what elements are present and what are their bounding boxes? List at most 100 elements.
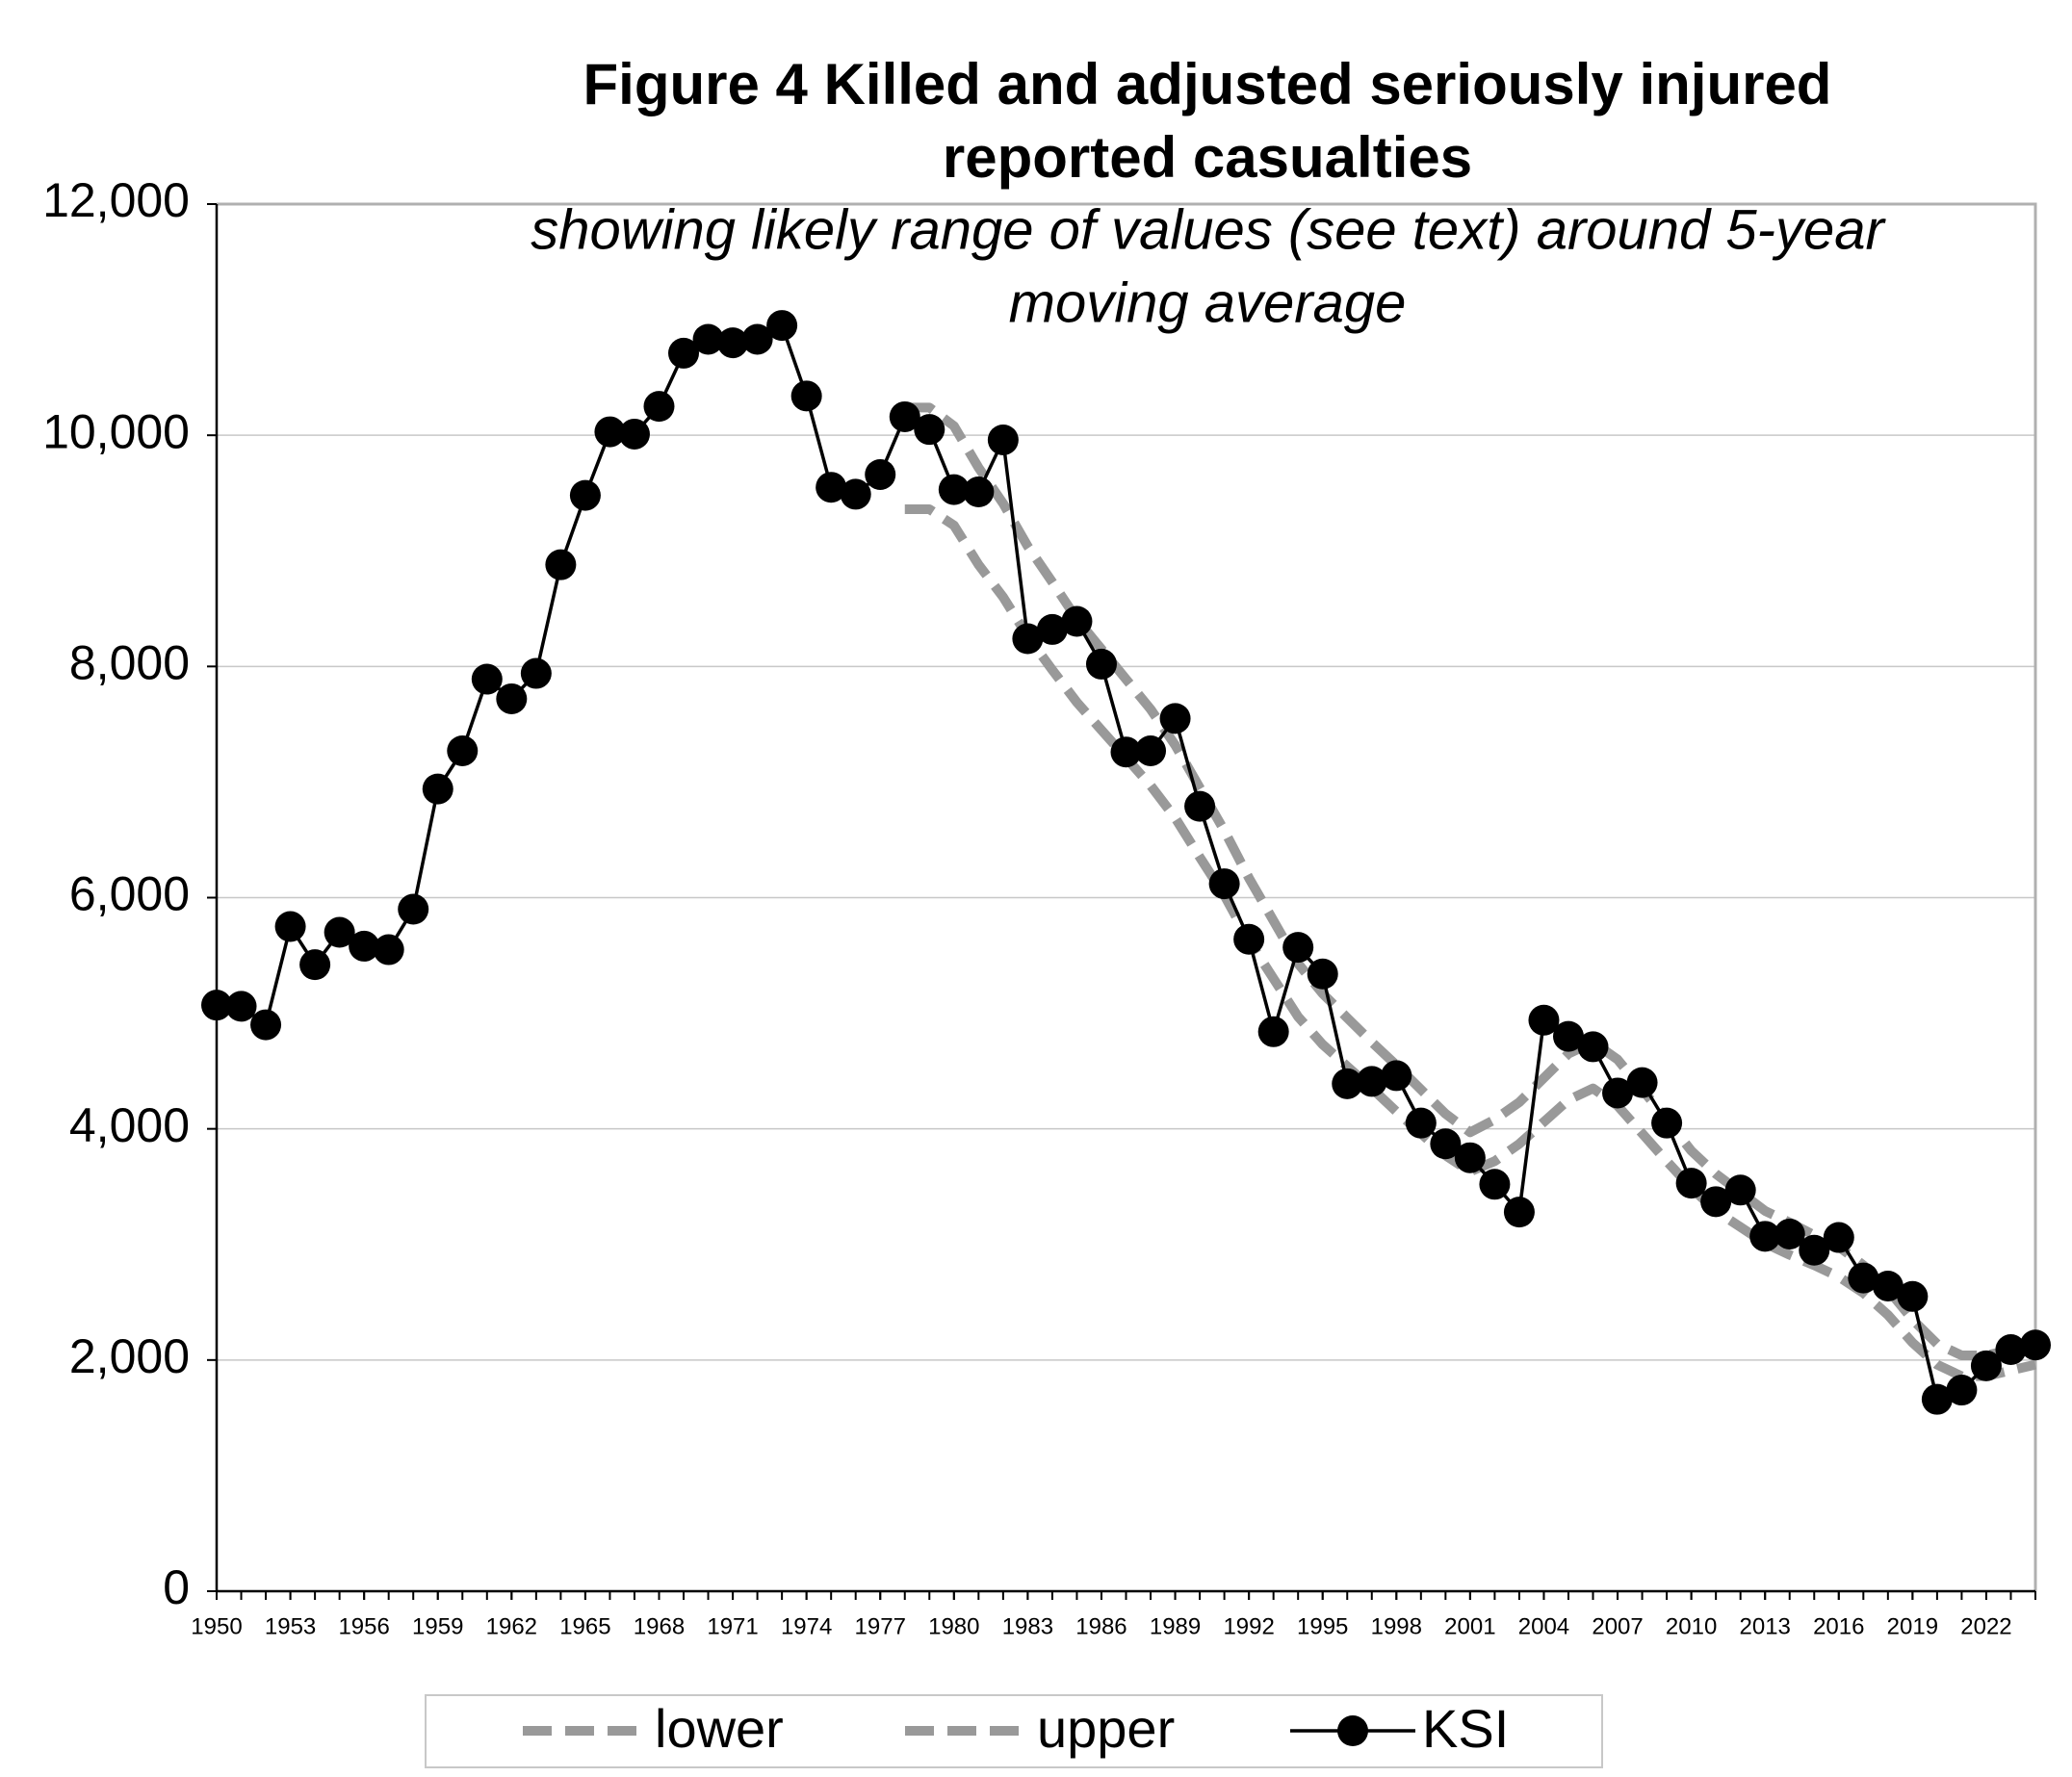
marker (1921, 1383, 1953, 1415)
marker (1872, 1270, 1904, 1301)
x-tick-label: 1950 (191, 1613, 242, 1639)
marker (1552, 1020, 1584, 1052)
marker (692, 323, 724, 355)
marker (1995, 1334, 2027, 1366)
x-tick-label: 1998 (1371, 1613, 1422, 1639)
x-tick-label: 2007 (1592, 1613, 1643, 1639)
marker (865, 458, 896, 490)
marker (1184, 790, 1216, 822)
marker (1282, 932, 1314, 964)
marker (816, 472, 847, 503)
x-tick-label: 2022 (1960, 1613, 2011, 1639)
marker (1405, 1107, 1437, 1139)
y-tick-label: 6,000 (69, 867, 190, 921)
marker (447, 734, 479, 766)
x-tick-label: 1959 (412, 1613, 463, 1639)
marker (1356, 1066, 1387, 1097)
marker (274, 911, 306, 942)
x-tick-label: 2013 (1740, 1613, 1791, 1639)
marker (1307, 958, 1338, 990)
marker (1724, 1174, 1756, 1206)
x-tick-label: 1986 (1075, 1613, 1127, 1639)
marker (1897, 1280, 1929, 1312)
y-tick-label: 0 (163, 1560, 190, 1614)
marker (741, 323, 773, 355)
marker (643, 391, 675, 423)
marker (299, 949, 331, 981)
x-tick-label: 1953 (265, 1613, 316, 1639)
legend-label: upper (1037, 1698, 1175, 1759)
x-tick-label: 1980 (928, 1613, 979, 1639)
marker (520, 657, 552, 689)
marker (1085, 648, 1117, 680)
marker (1332, 1068, 1363, 1099)
marker (1700, 1186, 1732, 1218)
marker (1430, 1128, 1462, 1160)
marker (496, 682, 528, 714)
y-tick-label: 8,000 (69, 636, 190, 690)
marker (1061, 605, 1093, 637)
marker (1257, 1016, 1289, 1047)
plot-border (217, 202, 2037, 1591)
x-tick-label: 1983 (1002, 1613, 1053, 1639)
marker (373, 934, 404, 966)
x-tick-label: 1974 (781, 1613, 832, 1639)
marker (717, 327, 749, 359)
marker (1159, 703, 1191, 734)
marker (1110, 736, 1142, 768)
marker (914, 414, 945, 446)
chart-title: reported casualties (943, 125, 1472, 190)
chart-subtitle: showing likely range of values (see text… (531, 198, 1886, 261)
marker (225, 991, 257, 1022)
legend-label: KSI (1422, 1698, 1509, 1759)
y-tick-label: 10,000 (42, 404, 190, 458)
marker (1749, 1221, 1781, 1252)
x-tick-label: 1965 (559, 1613, 610, 1639)
marker (987, 424, 1019, 455)
y-tick-label: 12,000 (42, 173, 190, 227)
y-tick-label: 4,000 (69, 1098, 190, 1152)
marker (1970, 1350, 2002, 1381)
chart-title: Figure 4 Killed and adjusted seriously i… (583, 52, 1832, 116)
marker (1848, 1262, 1879, 1294)
marker (766, 310, 798, 342)
x-tick-label: 1989 (1150, 1613, 1201, 1639)
legend-marker (1337, 1715, 1368, 1746)
marker (840, 478, 871, 510)
y-tick-label: 2,000 (69, 1329, 190, 1383)
x-tick-label: 1968 (634, 1613, 685, 1639)
x-tick-label: 2010 (1666, 1613, 1717, 1639)
marker (938, 474, 970, 505)
marker (250, 1009, 282, 1041)
marker (1577, 1031, 1609, 1063)
x-tick-label: 1962 (486, 1613, 537, 1639)
marker (1012, 623, 1044, 655)
marker (790, 380, 822, 412)
x-tick-label: 1956 (338, 1613, 389, 1639)
marker (1528, 1004, 1560, 1036)
marker (1774, 1218, 1805, 1249)
series-line (904, 504, 2037, 1381)
marker (1675, 1168, 1707, 1199)
marker (1626, 1067, 1658, 1098)
x-tick-label: 1992 (1223, 1613, 1274, 1639)
marker (618, 418, 650, 450)
marker (1946, 1375, 1978, 1406)
marker (349, 930, 380, 962)
x-tick-label: 1971 (707, 1613, 758, 1639)
chart-subtitle: moving average (1009, 271, 1407, 334)
marker (1454, 1142, 1486, 1173)
marker (2020, 1329, 2051, 1361)
x-tick-label: 2004 (1518, 1613, 1569, 1639)
marker (201, 990, 232, 1021)
marker (1135, 734, 1167, 766)
legend-label: lower (655, 1698, 784, 1759)
marker (1381, 1060, 1412, 1092)
marker (422, 773, 453, 805)
marker (1823, 1222, 1854, 1253)
marker (569, 479, 601, 511)
marker (1799, 1234, 1830, 1266)
